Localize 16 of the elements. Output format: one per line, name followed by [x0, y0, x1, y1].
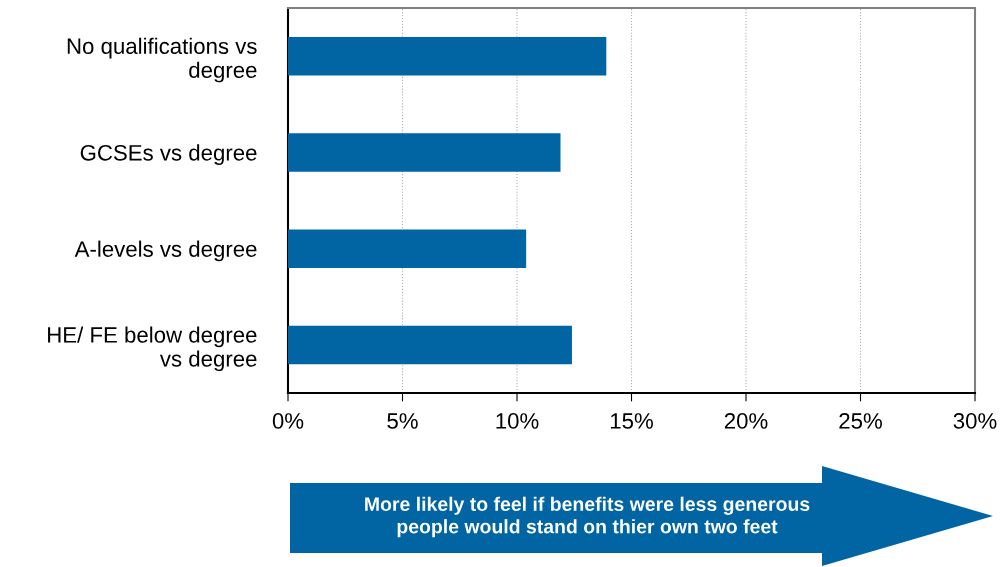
y-tick-label: HE/ FE below degree vs degree: [48, 326, 257, 372]
text: More likely to feel if benefits were less generous people would stand on thier own two feet: [365, 496, 810, 538]
x-tick-label: 20%: [724, 413, 768, 429]
x-tick-label: 30%: [953, 413, 997, 429]
x-tick-label: 5%: [387, 413, 418, 429]
x-tick-label: 15%: [610, 413, 653, 429]
bar: [288, 133, 561, 172]
bar: [288, 36, 607, 76]
bar: [288, 325, 572, 365]
x-tick-label: 10%: [496, 413, 539, 429]
y-tick-label: A-levels vs degree: [74, 240, 257, 262]
y-tick-label: GCSEs vs degree: [80, 144, 257, 166]
y-tick-label: No qualifications vs degree: [67, 37, 257, 83]
bar: [288, 229, 527, 268]
x-tick-label: 25%: [839, 413, 882, 429]
x-tick-label: 0%: [272, 413, 304, 429]
